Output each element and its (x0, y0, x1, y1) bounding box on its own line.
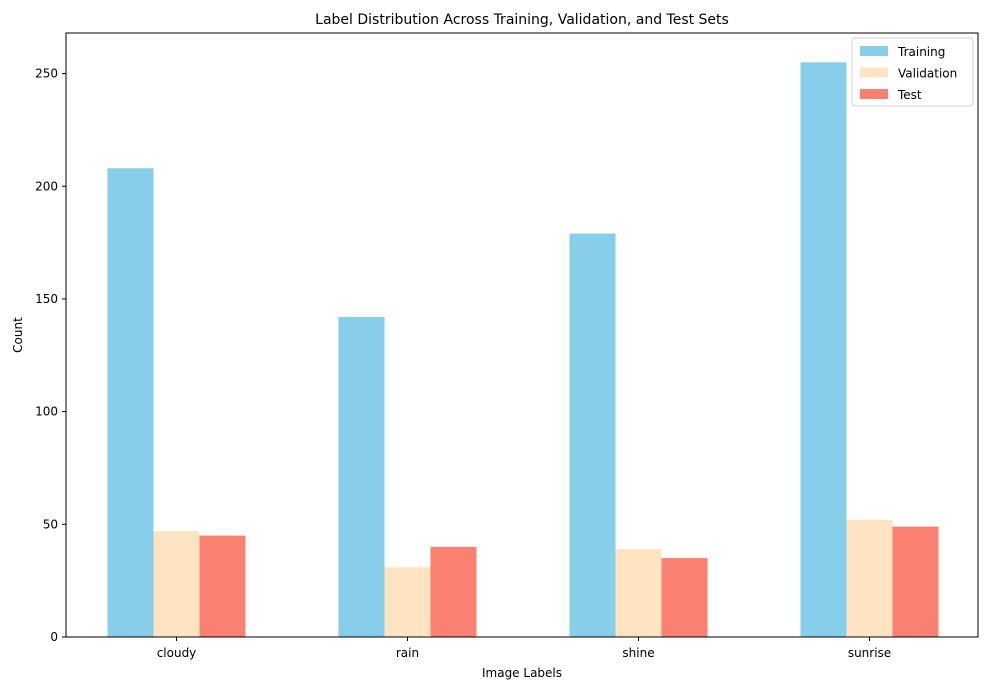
x-tick-label: shine (622, 646, 654, 660)
bar-validation-shine (615, 549, 662, 637)
x-axis-label: Image Labels (482, 666, 562, 680)
y-tick-label: 100 (35, 405, 58, 419)
plot-frame (65, 32, 979, 638)
y-tick-label: 250 (35, 67, 58, 81)
bars-group (107, 62, 939, 638)
bar-training-sunrise (800, 62, 847, 638)
bar-test-rain (430, 546, 477, 637)
y-tick-label: 200 (35, 179, 58, 193)
legend-label-training: Training (897, 45, 945, 59)
legend-swatch-training (860, 46, 888, 56)
bar-test-sunrise (892, 526, 939, 637)
y-axis: 0 50 100 150 200 250 (35, 67, 66, 644)
bar-validation-sunrise (846, 519, 893, 637)
x-tick-label: cloudy (157, 646, 197, 660)
legend-swatch-test (860, 89, 888, 99)
y-tick-label: 0 (50, 630, 58, 644)
x-tick-label: sunrise (848, 646, 891, 660)
y-tick-label: 50 (43, 517, 58, 531)
bar-training-cloudy (107, 168, 154, 637)
bar-test-shine (661, 558, 708, 637)
bar-validation-rain (384, 567, 431, 637)
bar-test-cloudy (199, 535, 246, 637)
bar-training-shine (569, 233, 616, 637)
chart-title: Label Distribution Across Training, Vali… (315, 12, 729, 28)
legend-label-test: Test (897, 88, 922, 102)
legend: Training Validation Test (851, 37, 974, 107)
bar-training-rain (338, 316, 385, 637)
y-tick-label: 150 (35, 292, 58, 306)
y-axis-label: Count (11, 317, 25, 353)
x-tick-label: rain (396, 646, 419, 660)
legend-label-validation: Validation (898, 67, 957, 81)
bar-validation-cloudy (153, 531, 200, 637)
x-axis: cloudy rain shine sunrise (157, 637, 891, 660)
legend-swatch-validation (860, 67, 888, 78)
